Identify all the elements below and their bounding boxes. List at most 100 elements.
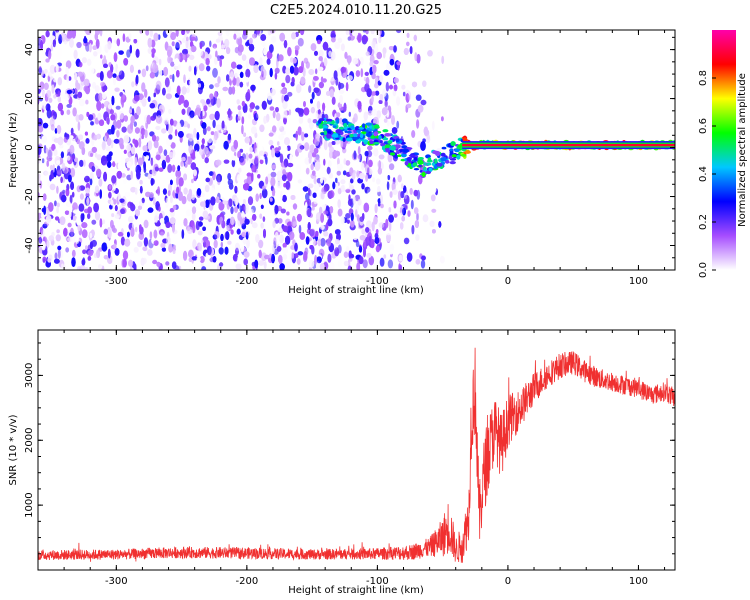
heat-cell	[326, 237, 332, 247]
heat-cell	[68, 96, 73, 106]
heat-cell	[212, 234, 218, 240]
heat-cell	[169, 74, 173, 80]
heat-cell	[224, 246, 229, 255]
heat-cell	[212, 119, 216, 129]
heat-cell	[366, 253, 372, 258]
heat-cell	[166, 236, 171, 245]
heat-cell	[53, 78, 58, 83]
heat-cell	[396, 30, 402, 34]
heat-cell	[92, 81, 97, 89]
heat-cell	[359, 182, 362, 188]
heat-cell	[159, 229, 165, 236]
heat-cell	[189, 110, 195, 118]
heat-cell	[52, 38, 57, 48]
heat-cell	[297, 126, 302, 136]
heat-cell	[41, 71, 45, 76]
heat-cell	[415, 259, 421, 265]
heat-cell	[406, 32, 410, 39]
heat-cell	[342, 170, 347, 176]
heat-cell	[337, 199, 341, 209]
heat-cell	[227, 173, 232, 181]
heat-cell	[357, 100, 362, 110]
heat-cell	[117, 161, 122, 171]
heat-cell	[283, 116, 287, 125]
heat-cell	[320, 177, 323, 184]
heat-cell	[85, 138, 90, 144]
heat-cell	[290, 195, 296, 200]
heat-cell	[135, 226, 138, 233]
heat-cell	[77, 71, 84, 77]
heat-cell	[190, 220, 195, 227]
heat-cell	[258, 249, 262, 259]
heat-cell	[222, 200, 228, 205]
heat-cell	[337, 37, 343, 43]
heat-cell	[220, 241, 223, 248]
heat-cell	[403, 237, 410, 245]
heat-cell	[278, 133, 284, 141]
heat-cell	[165, 197, 169, 208]
heat-cell	[343, 260, 349, 266]
heat-cell	[308, 259, 315, 268]
spectrogram-heatmap	[38, 30, 675, 270]
heat-cell	[126, 49, 131, 58]
heat-cell	[76, 41, 82, 49]
heat-cell	[85, 245, 88, 251]
heat-cell	[250, 217, 253, 225]
heat-cell	[371, 221, 375, 232]
heat-cell	[114, 248, 120, 256]
heat-cell	[298, 66, 304, 73]
heat-cell	[385, 218, 389, 229]
heat-cell	[378, 154, 385, 160]
heat-cell	[335, 177, 338, 183]
heat-cell	[130, 121, 133, 130]
heat-cell	[301, 131, 305, 141]
heat-cell	[129, 44, 132, 54]
heat-cell	[79, 193, 84, 200]
heat-cell	[247, 196, 254, 206]
heat-cell	[364, 150, 369, 157]
heat-cell	[176, 175, 180, 186]
heat-cell	[55, 216, 60, 221]
heat-cell	[96, 249, 101, 258]
heat-cell	[315, 230, 319, 237]
heat-cell	[252, 33, 257, 39]
heat-cell	[245, 60, 249, 69]
heat-cell	[374, 237, 380, 244]
heat-cell	[117, 231, 124, 237]
heat-cell	[272, 220, 276, 228]
heat-cell	[307, 208, 312, 218]
heat-cell	[270, 171, 277, 178]
heat-cell	[190, 40, 194, 48]
heat-cell	[397, 174, 402, 183]
heat-cell	[89, 43, 92, 53]
heat-cell	[158, 58, 162, 66]
heat-cell	[75, 236, 80, 244]
heat-cell	[386, 231, 391, 236]
heat-cell	[121, 173, 126, 178]
heat-cell	[111, 95, 115, 106]
heat-cell	[372, 37, 377, 42]
heat-cell	[131, 221, 136, 230]
heat-cell	[195, 220, 200, 231]
heat-cell	[113, 76, 116, 86]
heat-cell	[328, 262, 335, 270]
heat-cell	[153, 92, 156, 98]
heat-cell	[308, 85, 312, 93]
heat-cell	[258, 260, 264, 266]
heat-cell	[236, 256, 241, 264]
heat-cell	[153, 140, 159, 149]
heat-cell	[174, 58, 180, 67]
heat-cell	[226, 74, 230, 82]
heat-cell	[207, 134, 213, 144]
heat-cell	[302, 186, 309, 192]
heat-cell	[228, 86, 233, 95]
heat-cell	[347, 198, 353, 206]
heat-cell	[326, 91, 331, 96]
heat-cell	[120, 157, 125, 167]
heat-cell	[73, 49, 78, 60]
heat-cell	[41, 158, 45, 164]
heat-cell	[115, 105, 121, 110]
heat-cell	[151, 48, 156, 54]
heat-cell	[288, 109, 292, 116]
heat-cell	[282, 100, 288, 110]
